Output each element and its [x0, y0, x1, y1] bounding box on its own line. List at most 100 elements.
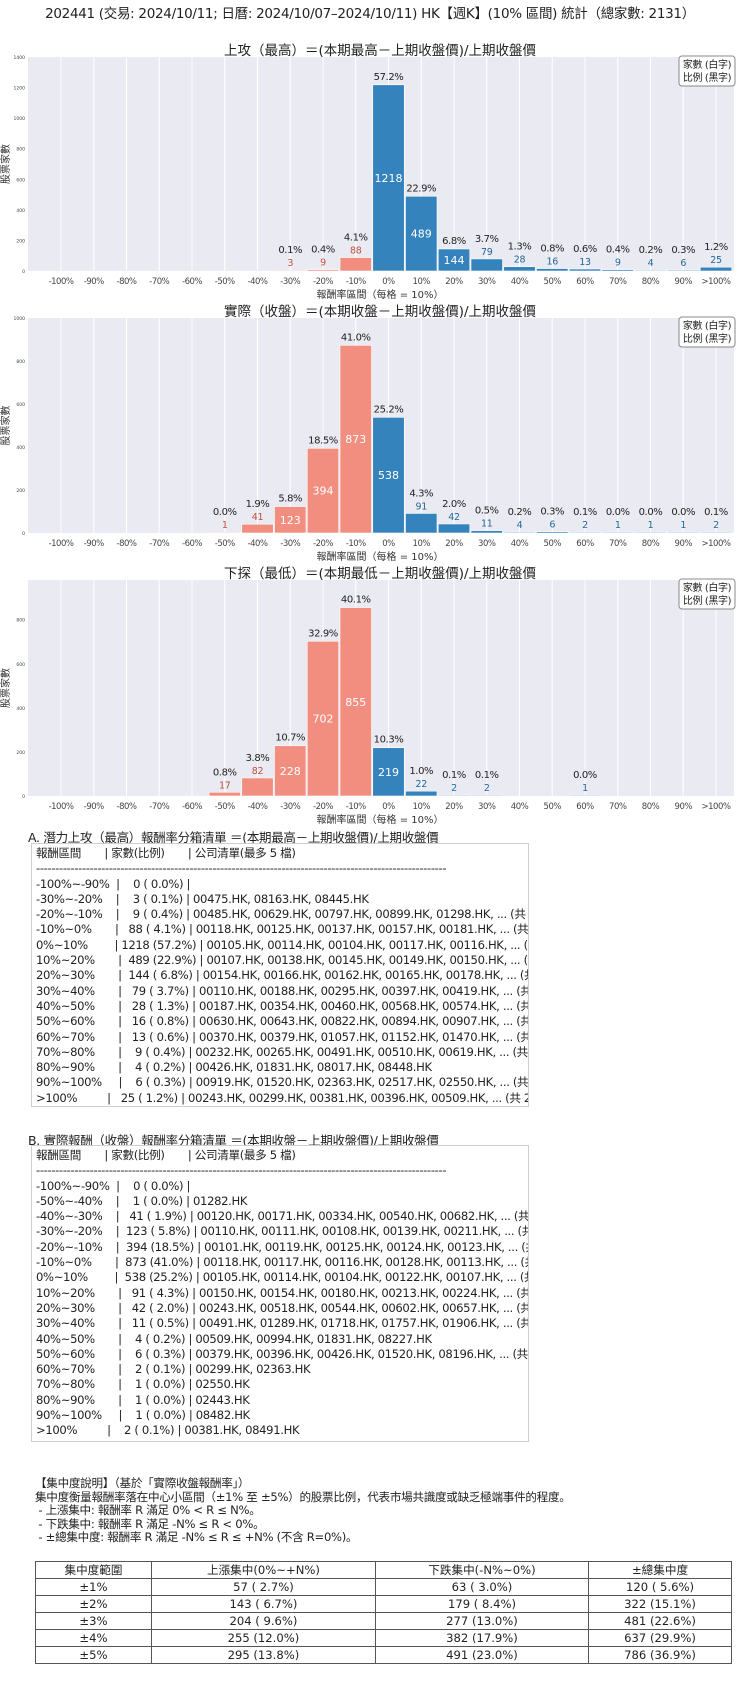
x-tick-label: 40%: [511, 539, 529, 549]
x-tick-label: -20%: [313, 277, 333, 287]
x-tick-label: 40%: [511, 277, 529, 287]
list-row: -100%~-90% | 0 ( 0.0%) |: [36, 1178, 191, 1193]
bar: [274, 269, 307, 272]
bar-count-label: 16: [547, 257, 559, 268]
y-tick-label: 400: [16, 208, 25, 214]
x-tick-label: -60%: [182, 539, 202, 549]
x-tick-label: -60%: [182, 277, 202, 287]
legend-percent-label: 比例 (黑字): [683, 71, 732, 84]
bar-count-label: 1: [648, 520, 654, 531]
legend-count-label: 家數 (白字): [683, 319, 732, 332]
bar-count-label: 2: [713, 520, 719, 531]
legend-percent-label: 比例 (黑字): [683, 594, 732, 607]
list-row: 80%~90% | 1 ( 0.0%) | 02443.HK: [36, 1392, 250, 1407]
bar-count-label: 9: [320, 258, 326, 269]
list-row: >100% | 2 ( 0.1%) | 00381.HK, 08491.HK: [36, 1423, 300, 1438]
x-tick-label: -10%: [346, 802, 366, 812]
list-row: -10%~0% | 873 (41.0%) | 00118.HK, 00117.…: [36, 1255, 528, 1270]
x-tick-label: 30%: [478, 539, 496, 549]
bar-count-label: 13: [579, 257, 591, 268]
bar: [372, 417, 405, 534]
bar-percent-label: 0.3%: [671, 245, 695, 256]
bar-count-label: 2: [582, 520, 588, 531]
bar: [667, 531, 700, 534]
y-axis-label: 股票家數: [0, 668, 12, 708]
bar: [372, 84, 405, 272]
bar: [405, 790, 438, 797]
table-cell: ±4%: [35, 1629, 152, 1647]
list-row: 70%~80% | 1 ( 0.0%) | 02550.HK: [36, 1377, 250, 1392]
bar: [470, 530, 503, 534]
bar-count-label: 2: [451, 783, 457, 794]
concentration-table: 集中度範圍 上漲集中(0%~+N%) 下跌集中(-N%~0%) ±總集中度 ±1…: [35, 1561, 732, 1664]
table-cell: 786 (36.9%): [588, 1646, 732, 1664]
x-tick-label: -40%: [248, 539, 268, 549]
bar-percent-label: 40.1%: [341, 595, 371, 606]
bar-percent-label: 1.9%: [246, 499, 270, 510]
chart-title: 上攻（最高）＝(本期最高－上期收盤價)/上期收盤價: [224, 42, 537, 59]
section-a-list: 報酬區間 | 家數(比例) | 公司清單(最多 5 檔) -----------…: [31, 843, 529, 1107]
x-tick-label: 80%: [642, 802, 660, 812]
y-tick-label: 600: [16, 402, 25, 408]
bar-percent-label: 0.0%: [606, 507, 630, 518]
bar-count-label: 2: [484, 783, 490, 794]
bar-count-label: 394: [313, 485, 334, 498]
y-tick-label: 600: [16, 177, 25, 183]
x-tick-label: 50%: [544, 539, 562, 549]
bar: [667, 269, 700, 272]
x-tick-label: 60%: [576, 277, 594, 287]
bar-percent-label: 4.3%: [409, 488, 433, 499]
x-tick-label: 90%: [675, 802, 693, 812]
bar: [208, 531, 241, 534]
x-tick-label: >100%: [702, 539, 731, 549]
bar-percent-label: 0.3%: [540, 507, 564, 518]
bar: [699, 266, 733, 272]
bar: [470, 258, 503, 272]
x-tick-label: >100%: [702, 277, 731, 287]
bar-percent-label: 0.8%: [213, 767, 237, 778]
bar-percent-label: 0.1%: [442, 770, 466, 781]
x-tick-label: 90%: [675, 277, 693, 287]
legend-percent-label: 比例 (黑字): [683, 332, 732, 345]
bar: [634, 269, 667, 272]
list-row: 90%~100% | 1 ( 0.0%) | 08482.HK: [36, 1408, 250, 1423]
bar-percent-label: 5.8%: [278, 494, 302, 505]
list-row: 70%~80% | 9 ( 0.4%) | 00232.HK, 00265.HK…: [36, 1044, 528, 1059]
bar-percent-label: 25.2%: [374, 404, 404, 415]
table-cell: 120 ( 5.6%): [588, 1578, 732, 1596]
table-cell: 322 (15.1%): [588, 1595, 732, 1613]
x-tick-label: -70%: [149, 802, 169, 812]
list-row: 50%~60% | 16 ( 0.8%) | 00630.HK, 00643.H…: [36, 1014, 528, 1029]
list-row: 20%~30% | 144 ( 6.8%) | 00154.HK, 00166.…: [36, 968, 528, 983]
list-row: -20%~-10% | 9 ( 0.4%) | 00485.HK, 00629.…: [36, 907, 528, 922]
list-row: -30%~-20% | 123 ( 5.8%) | 00110.HK, 0011…: [36, 1224, 528, 1239]
bar-count-label: 855: [345, 696, 366, 709]
x-tick-label: -100%: [49, 277, 74, 287]
table-row: ±4% 255 (12.0%) 382 (17.9%) 637 (29.9%): [35, 1629, 732, 1647]
section-b-list: 報酬區間 | 家數(比例) | 公司清單(最多 5 檔) -----------…: [31, 1145, 529, 1442]
bar-count-label: 538: [378, 469, 399, 482]
x-tick-label: -80%: [117, 802, 137, 812]
x-tick-label: 90%: [675, 539, 693, 549]
list-separator: ----------------------------------------…: [36, 861, 447, 876]
y-tick-label: 1400: [14, 55, 26, 61]
bar-count-label: 41: [252, 512, 264, 523]
y-tick-label: 800: [16, 359, 25, 365]
bar-count-label: 4: [517, 520, 523, 531]
y-tick-label: 0: [22, 269, 25, 275]
bar-percent-label: 0.6%: [573, 244, 597, 255]
x-tick-label: 70%: [609, 802, 627, 812]
concentration-heading: 【集中度說明】（基於「實際收盤報酬率」）: [35, 1476, 250, 1490]
table-cell: ±2%: [35, 1595, 152, 1613]
bar-percent-label: 1.3%: [508, 242, 532, 253]
x-tick-label: 30%: [478, 277, 496, 287]
x-tick-label: -10%: [346, 277, 366, 287]
bar: [437, 523, 471, 534]
table-row: ±5% 295 (13.8%) 491 (23.0%) 786 (36.9%): [35, 1646, 732, 1664]
bar-percent-label: 2.0%: [442, 499, 466, 510]
bar-count-label: 123: [280, 514, 301, 527]
bar: [699, 531, 733, 534]
y-tick-label: 0: [22, 531, 25, 537]
list-row: -50%~-40% | 1 ( 0.0%) | 01282.HK: [36, 1193, 248, 1208]
table-cell: 255 (12.0%): [150, 1629, 376, 1647]
